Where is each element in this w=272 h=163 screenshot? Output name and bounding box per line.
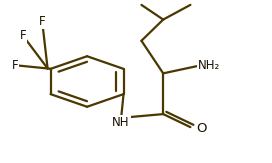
Text: F: F	[20, 29, 26, 42]
Text: F: F	[39, 15, 45, 28]
Text: NH₂: NH₂	[198, 59, 221, 72]
Text: NH: NH	[112, 116, 130, 129]
Text: O: O	[196, 122, 206, 135]
Text: F: F	[12, 59, 18, 72]
